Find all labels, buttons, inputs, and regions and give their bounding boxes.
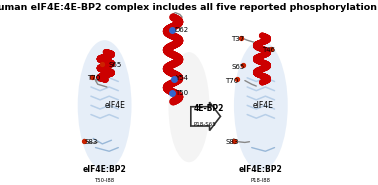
FancyArrow shape	[191, 102, 220, 131]
Text: S83: S83	[84, 139, 98, 145]
Text: T46: T46	[262, 47, 275, 53]
Text: T70: T70	[226, 78, 239, 84]
Text: eIF4E: eIF4E	[105, 101, 125, 110]
Ellipse shape	[169, 52, 209, 162]
Text: T70: T70	[88, 75, 101, 81]
Text: S65: S65	[109, 62, 122, 68]
Text: eIF4E:BP2: eIF4E:BP2	[83, 165, 127, 174]
Text: T50-I88: T50-I88	[94, 178, 115, 183]
Text: S65: S65	[231, 64, 245, 70]
Text: P18-S65: P18-S65	[194, 122, 216, 127]
Text: eIF4E: eIF4E	[253, 101, 274, 110]
Ellipse shape	[234, 40, 288, 171]
Text: T50: T50	[175, 90, 189, 95]
Text: S83: S83	[226, 139, 239, 145]
Text: 4E-BP2: 4E-BP2	[194, 104, 224, 113]
Text: Y54: Y54	[175, 75, 188, 81]
Text: T37: T37	[231, 36, 245, 42]
Ellipse shape	[78, 40, 132, 171]
Text: The human eIF4E:4E-BP2 complex includes all five reported phosphorylation sites.: The human eIF4E:4E-BP2 complex includes …	[0, 3, 378, 11]
Text: D62: D62	[174, 27, 188, 33]
Text: P18-I88: P18-I88	[251, 178, 271, 183]
Text: eIF4E:BP2: eIF4E:BP2	[239, 165, 283, 174]
